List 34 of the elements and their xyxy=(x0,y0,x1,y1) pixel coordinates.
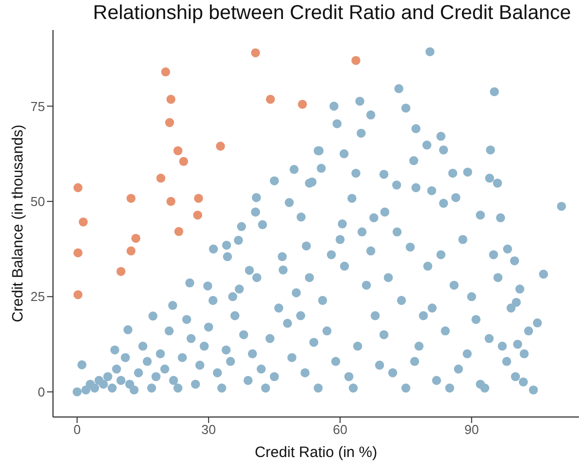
x-tick-label: 0 xyxy=(73,422,81,438)
point xyxy=(179,156,188,166)
y-tick-label: 0 xyxy=(38,384,45,400)
y-axis-title: Credit Balance (in thousands) xyxy=(10,124,26,322)
point xyxy=(194,194,204,203)
point xyxy=(73,248,82,258)
point xyxy=(351,56,360,65)
point xyxy=(174,226,184,236)
point xyxy=(131,234,140,243)
point xyxy=(165,118,174,128)
point xyxy=(173,146,182,156)
point xyxy=(126,194,136,203)
point xyxy=(156,174,166,183)
y-tick-label: 25 xyxy=(30,289,45,304)
point xyxy=(78,217,88,226)
point xyxy=(161,67,170,76)
point xyxy=(216,142,225,151)
y-tick-label: 75 xyxy=(30,98,45,114)
point xyxy=(166,196,176,206)
x-tick-label: 90 xyxy=(464,422,479,438)
point xyxy=(73,183,82,192)
point xyxy=(266,94,275,104)
point xyxy=(298,100,307,109)
point xyxy=(193,210,202,220)
chart-title: Relationship between Credit Ratio and Credit Balance xyxy=(93,2,572,25)
x-axis-title: Credit Ratio (in %) xyxy=(254,444,378,461)
y-tick-label: 50 xyxy=(30,194,45,210)
point xyxy=(73,290,82,300)
point xyxy=(166,94,176,104)
x-tick-label: 60 xyxy=(332,422,348,438)
point xyxy=(250,48,260,58)
point xyxy=(126,246,136,256)
x-tick-label: 30 xyxy=(201,422,216,438)
point xyxy=(116,266,126,276)
